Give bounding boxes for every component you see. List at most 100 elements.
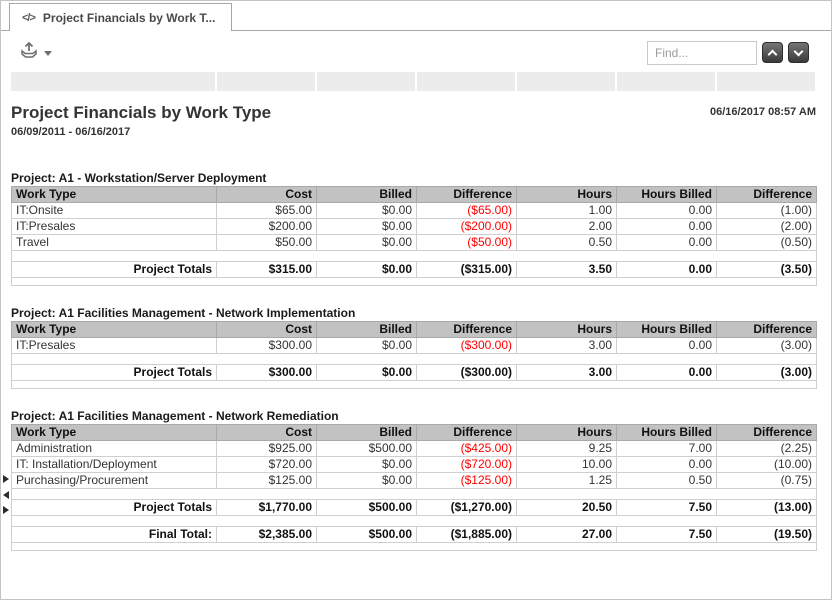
column-header-billed: Billed xyxy=(316,424,417,441)
column-header-difference: Difference xyxy=(416,186,517,203)
header-row: Work Type Cost Billed Difference Hours Hours … xyxy=(11,321,817,338)
column-header-hours: Hours xyxy=(516,186,617,203)
report-sections: Project: A1 - Workstation/Server Deploym… xyxy=(11,171,831,551)
strip-cell xyxy=(617,72,715,91)
cell-difference: ($1,270.00) xyxy=(416,499,517,516)
cell-hours: 3.00 xyxy=(516,337,617,354)
cell-hours-billed: 0.00 xyxy=(616,364,717,381)
cell-hours: 20.50 xyxy=(516,499,617,516)
cell-work-type: Project Totals xyxy=(11,261,217,278)
column-header-billed: Billed xyxy=(316,321,417,338)
export-caret-down-icon xyxy=(44,51,52,56)
cell-cost: $315.00 xyxy=(216,261,317,278)
frozen-header-strip xyxy=(11,72,817,91)
cell-work-type: IT:Presales xyxy=(11,337,217,354)
table-row: IT:Presales $300.00 $0.00 ($300.00) 3.00 0.00… xyxy=(11,337,817,354)
cell-difference: ($1,885.00) xyxy=(416,526,517,543)
cell-billed: $0.00 xyxy=(316,337,417,354)
cell-work-type: Final Total: xyxy=(11,526,217,543)
cell-work-type: Travel xyxy=(11,234,217,251)
table-row: Travel $50.00 $0.00 ($50.00) 0.50 0.00 (0.50) xyxy=(11,234,817,251)
cell-hours: 3.00 xyxy=(516,364,617,381)
cell-difference: ($300.00) xyxy=(416,337,517,354)
column-header-difference: Difference xyxy=(416,321,517,338)
cell-hours-billed: 0.00 xyxy=(616,456,717,473)
column-header-difference2: Difference xyxy=(716,424,817,441)
chevron-down-icon xyxy=(793,46,804,56)
find-previous-button[interactable] xyxy=(762,42,783,63)
cell-cost: $125.00 xyxy=(216,472,317,489)
row-marker-triangle-left-icon[interactable] xyxy=(3,491,9,499)
project-section: Project: A1 Facilities Management - Netw… xyxy=(11,306,831,389)
column-header-difference2: Difference xyxy=(716,186,817,203)
table-row: IT:Onsite $65.00 $0.00 ($65.00) 1.00 0.00 (1.0… xyxy=(11,202,817,219)
export-icon xyxy=(18,41,40,65)
project-section: Project: A1 Facilities Management - Netw… xyxy=(11,409,831,551)
cell-difference2: (13.00) xyxy=(716,499,817,516)
final-total-row: Final Total: $2,385.00 $500.00 ($1,885.00) 2… xyxy=(11,526,817,543)
cell-difference: ($65.00) xyxy=(416,202,517,219)
project-totals-row: Project Totals $300.00 $0.00 ($300.00) 3.00 0… xyxy=(11,364,817,381)
cell-work-type: Project Totals xyxy=(11,364,217,381)
strip-cell xyxy=(317,72,415,91)
cell-difference2: (10.00) xyxy=(716,456,817,473)
cell-difference: ($425.00) xyxy=(416,440,517,457)
table-row: Administration $925.00 $500.00 ($425.00) 9.2… xyxy=(11,440,817,457)
generated-timestamp: 06/16/2017 08:57 AM xyxy=(710,106,816,118)
cell-hours: 3.50 xyxy=(516,261,617,278)
cell-cost: $720.00 xyxy=(216,456,317,473)
table-row: IT: Installation/Deployment $720.00 $0.00(… xyxy=(11,456,817,473)
column-header-billed: Billed xyxy=(316,186,417,203)
spacer-row xyxy=(11,380,817,389)
spacer-row xyxy=(11,353,817,365)
cell-difference2: (2.25) xyxy=(716,440,817,457)
strip-cell xyxy=(517,72,615,91)
tab-bar-divider xyxy=(1,30,831,31)
cell-difference: ($50.00) xyxy=(416,234,517,251)
report-tab[interactable]: </> Project Financials by Work T... xyxy=(9,3,233,31)
column-header-cost: Cost xyxy=(216,321,317,338)
cell-difference: ($300.00) xyxy=(416,364,517,381)
cell-hours-billed: 7.50 xyxy=(616,526,717,543)
cell-billed: $0.00 xyxy=(316,234,417,251)
cell-billed: $0.00 xyxy=(316,218,417,235)
cell-difference2: (3.00) xyxy=(716,364,817,381)
cell-hours-billed: 0.00 xyxy=(616,337,717,354)
cell-billed: $0.00 xyxy=(316,472,417,489)
strip-cell xyxy=(717,72,815,91)
cell-billed: $500.00 xyxy=(316,499,417,516)
cell-hours: 0.50 xyxy=(516,234,617,251)
cell-cost: $50.00 xyxy=(216,234,317,251)
tab-bar: </> Project Financials by Work T... xyxy=(1,1,831,31)
strip-cell xyxy=(417,72,515,91)
spacer-row xyxy=(11,250,817,262)
project-section-title: Project: A1 Facilities Management - Netw… xyxy=(11,306,356,320)
project-section: Project: A1 - Workstation/Server Deploym… xyxy=(11,171,831,286)
spacer-row xyxy=(11,277,817,286)
project-section-title: Project: A1 - Workstation/Server Deploym… xyxy=(11,171,267,185)
cell-cost: $300.00 xyxy=(216,337,317,354)
cell-hours: 9.25 xyxy=(516,440,617,457)
cell-billed: $0.00 xyxy=(316,364,417,381)
chevron-up-icon xyxy=(767,49,778,59)
find-input[interactable] xyxy=(647,40,757,65)
column-header-hours-billed: Hours Billed xyxy=(616,186,717,203)
cell-difference2: (1.00) xyxy=(716,202,817,219)
cell-difference2: (19.50) xyxy=(716,526,817,543)
report-date-range: 06/09/2011 - 06/16/2017 xyxy=(11,126,131,138)
project-totals-row: Project Totals $1,770.00 $500.00 ($1,270.00… xyxy=(11,499,817,516)
cell-difference2: (3.00) xyxy=(716,337,817,354)
column-header-cost: Cost xyxy=(216,424,317,441)
row-marker-triangle-right-icon[interactable] xyxy=(3,475,9,483)
column-header-difference: Difference xyxy=(416,424,517,441)
cell-cost: $1,770.00 xyxy=(216,499,317,516)
strip-cell xyxy=(11,72,215,91)
row-marker-triangle-right-icon[interactable] xyxy=(3,506,9,514)
cell-hours: 2.00 xyxy=(516,218,617,235)
tab-title: Project Financials by Work T... xyxy=(42,10,216,25)
cell-cost: $2,385.00 xyxy=(216,526,317,543)
export-button[interactable] xyxy=(18,41,52,65)
find-next-button[interactable] xyxy=(788,42,809,63)
spacer-row xyxy=(11,515,817,527)
